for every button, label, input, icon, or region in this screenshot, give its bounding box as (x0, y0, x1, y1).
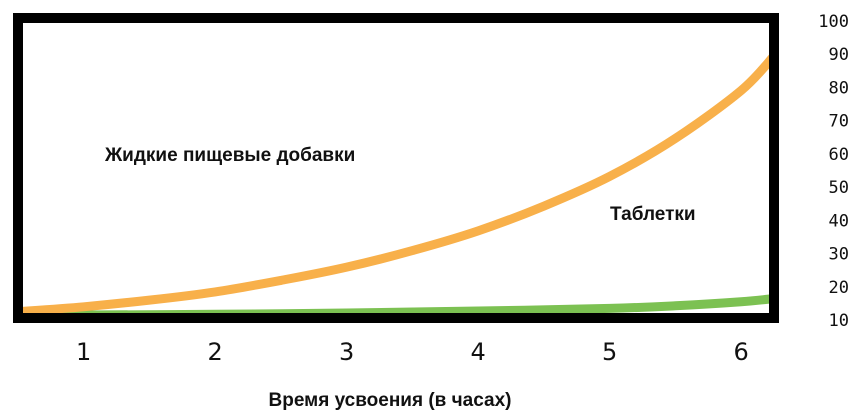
y-tick-label: 70 (829, 112, 849, 132)
y-tick-label: 50 (829, 178, 849, 198)
plot-background (18, 18, 774, 318)
x-tick-label: 4 (471, 338, 486, 366)
annotation-tablets: Таблетки (610, 204, 696, 225)
annotation-liquid-supplements: Жидкие пищевые добавки (104, 145, 355, 166)
y-tick-label: 100 (818, 12, 849, 32)
y-tick-label: 40 (829, 211, 849, 231)
x-tick-label: 6 (733, 338, 748, 366)
x-tick-label: 2 (208, 338, 223, 366)
x-tick-label: 5 (602, 338, 617, 366)
y-tick-label: 20 (829, 278, 849, 298)
y-axis-ticks: 10 20 30 40 50 60 70 80 90 100 (818, 12, 849, 331)
x-axis-ticks: 1 2 3 4 5 6 (76, 338, 749, 366)
x-tick-label: 3 (339, 338, 354, 366)
y-tick-label: 30 (829, 245, 849, 265)
y-tick-label: 10 (829, 311, 849, 331)
x-axis-label: Время усвоения (в часах) (269, 390, 512, 411)
y-tick-label: 80 (829, 78, 849, 98)
y-tick-label: 60 (829, 145, 849, 165)
series-line-liquid-supplements (13, 51, 779, 317)
y-tick-label: 90 (829, 45, 849, 65)
x-tick-label: 1 (76, 338, 91, 366)
plot-frame (13, 13, 779, 323)
